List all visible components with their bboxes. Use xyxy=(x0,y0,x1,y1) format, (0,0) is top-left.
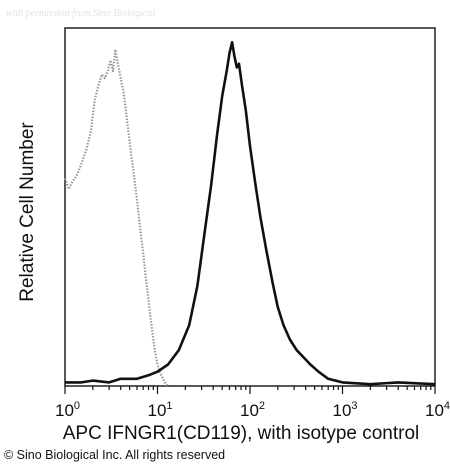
x-tick-label: 101 xyxy=(148,400,173,420)
x-axis-ticks xyxy=(64,386,436,394)
x-tick-label-exponent: 3 xyxy=(351,400,357,412)
x-axis-tick-labels: 100 101 102 103 104 xyxy=(55,400,450,420)
x-tick-label: 103 xyxy=(333,400,358,420)
y-axis-title: Relative Cell Number xyxy=(17,122,38,302)
x-tick-label-base: 10 xyxy=(333,401,352,420)
x-tick-label-base: 10 xyxy=(240,401,259,420)
copyright-notice: © Sino Biological Inc. All rights reserv… xyxy=(4,448,225,462)
watermark-text: with permission from Sino Biological xyxy=(6,8,155,19)
x-tick-label-exponent: 2 xyxy=(259,400,265,412)
x-tick-label: 100 xyxy=(55,400,80,420)
x-axis-title: APC IFNGR1(CD119), with isotype control xyxy=(63,423,420,444)
x-tick-label-exponent: 0 xyxy=(74,400,80,412)
x-tick-label-base: 10 xyxy=(148,401,167,420)
series-layer xyxy=(63,40,436,387)
x-tick-label-base: 10 xyxy=(55,401,74,420)
x-tick-label: 104 xyxy=(425,400,450,420)
x-tick-label-exponent: 4 xyxy=(444,400,450,412)
x-tick-label-exponent: 1 xyxy=(166,400,172,412)
x-tick-label: 102 xyxy=(240,400,265,420)
x-tick-label-base: 10 xyxy=(425,401,444,420)
isotype-control-line xyxy=(63,48,169,387)
ifngr1-line xyxy=(65,40,436,386)
